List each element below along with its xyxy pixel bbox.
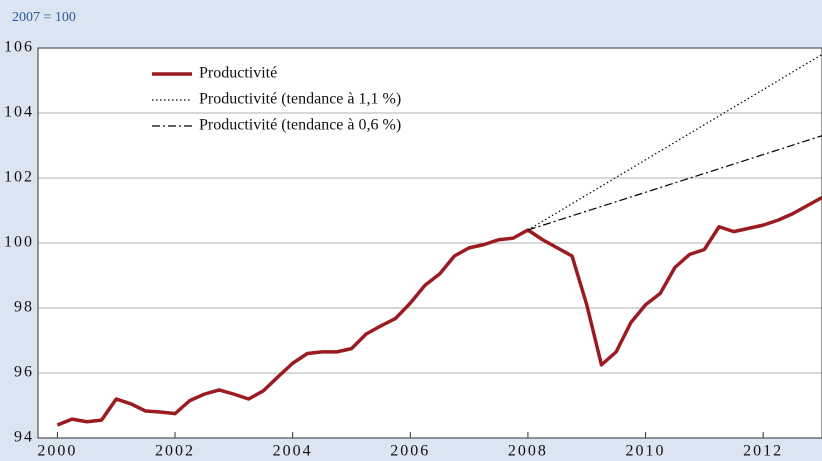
x-tick-label: 2002	[155, 443, 195, 460]
plot-frame	[37, 47, 822, 439]
x-tick-label: 2008	[508, 443, 548, 460]
x-tick-label: 2004	[273, 443, 313, 460]
y-tick-label: 94	[14, 429, 34, 446]
subtitle: 2007 = 100	[12, 10, 76, 25]
y-tick-label: 100	[4, 234, 34, 251]
x-tick-label: 2012	[743, 443, 783, 460]
series-line	[527, 135, 822, 231]
legend-label: Productivité (tendance à 0,6 %)	[199, 117, 401, 134]
x-tick-label: 2000	[37, 443, 77, 460]
y-tick-label: 102	[4, 169, 34, 186]
x-tick-label: 2006	[390, 443, 430, 460]
legend-label: Productivité (tendance à 1,1 %)	[199, 91, 401, 108]
series-line	[56, 195, 822, 427]
y-tick-label: 96	[14, 364, 34, 381]
legend-label: Productivité	[199, 65, 277, 82]
y-tick-label: 98	[14, 299, 34, 316]
series-line	[527, 53, 822, 231]
y-tick-label: 104	[4, 104, 34, 121]
y-tick-label: 106	[4, 39, 34, 56]
x-tick-label: 2010	[626, 443, 666, 460]
